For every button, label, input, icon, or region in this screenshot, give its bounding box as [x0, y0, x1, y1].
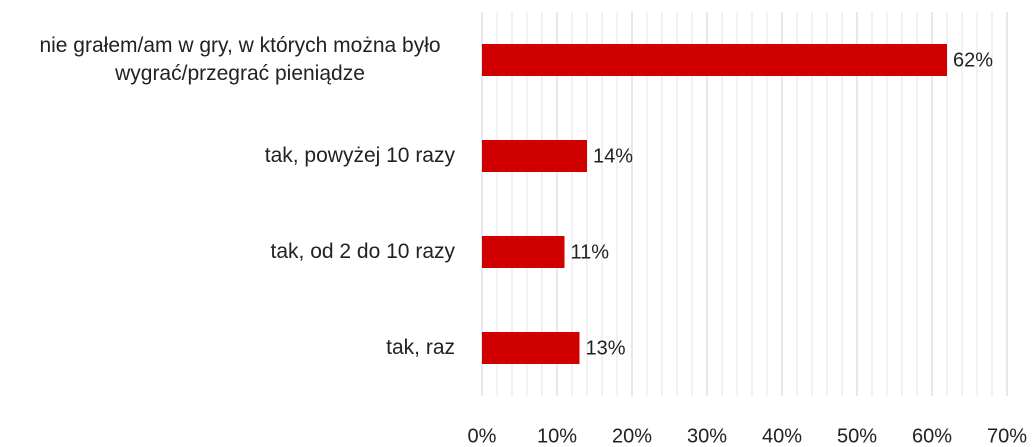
x-tick-label: 50% — [837, 425, 877, 447]
y-tick-label: tak, powyżej 10 razy — [264, 144, 455, 167]
x-tick-label: 0% — [468, 425, 497, 447]
x-tick-label: 60% — [912, 425, 952, 447]
y-tick-label: nie grałem/am w gry, w których można był… — [39, 34, 441, 85]
x-tick-label: 10% — [537, 425, 577, 447]
x-tick-label: 40% — [762, 425, 802, 447]
bar — [482, 44, 947, 76]
y-tick-label: tak, od 2 do 10 razy — [270, 240, 455, 263]
bar — [482, 236, 565, 268]
bar — [482, 332, 580, 364]
bar — [482, 140, 587, 172]
data-label: 62% — [953, 49, 993, 71]
y-tick-label: tak, raz — [386, 336, 455, 359]
data-label: 11% — [571, 241, 610, 263]
x-tick-label: 70% — [987, 425, 1027, 447]
data-label: 14% — [593, 145, 633, 167]
data-label: 13% — [586, 337, 626, 359]
x-tick-label: 20% — [612, 425, 652, 447]
x-tick-label: 30% — [687, 425, 727, 447]
